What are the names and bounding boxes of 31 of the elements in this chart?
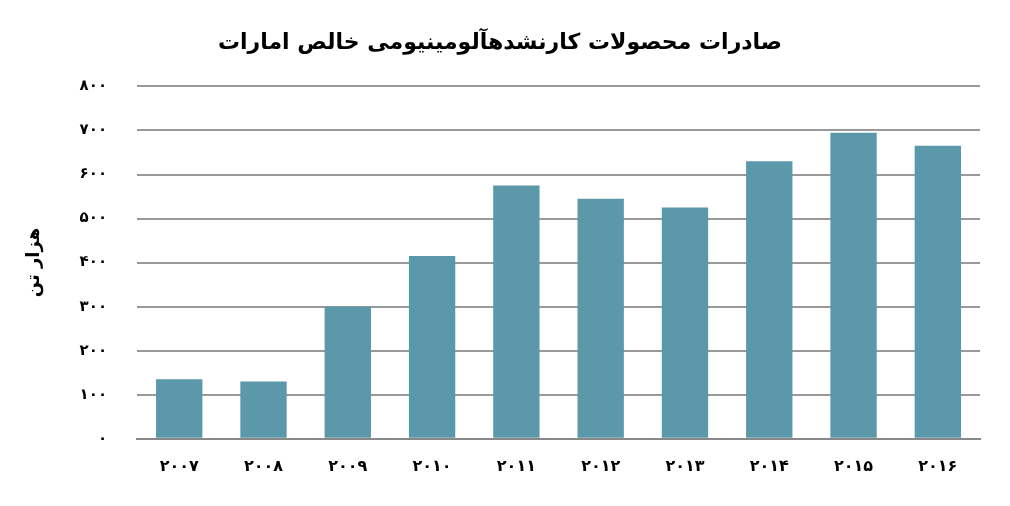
y-tick-label: ۵۰۰: [79, 208, 108, 227]
x-tick-label: ۲۰۱۱: [496, 455, 536, 475]
x-tick-label: ۲۰۰۸: [243, 455, 284, 475]
x-tick-label: ۲۰۱۵: [834, 455, 874, 475]
y-tick-label: ۱۰۰: [79, 384, 108, 403]
x-tick-label: ۲۰۱۳: [665, 455, 705, 475]
bar: [324, 306, 371, 438]
bar: [746, 161, 793, 438]
x-tick-label: ۲۰۱۶: [918, 455, 958, 475]
bar: [914, 145, 962, 438]
y-tick-label: ۴۰۰: [79, 252, 108, 271]
bar: [830, 132, 877, 438]
x-tick-label: ۲۰۱۲: [581, 455, 621, 475]
x-tick-label: ۲۰۰۹: [328, 455, 368, 475]
y-axis-title: هزار تن: [22, 227, 45, 298]
chart-title: صادرات محصولات کارنشدهآلومینیومی خالص امارات: [217, 26, 783, 55]
x-tick-label: ۲۰۱۰: [412, 455, 452, 475]
bar: [661, 207, 709, 438]
y-tick-label: ۳۰۰: [79, 296, 108, 315]
y-tick-label: ۲۰۰: [79, 340, 108, 359]
x-tick-label: ۲۰۰۷: [159, 455, 199, 475]
x-tick-label: ۲۰۱۴: [749, 455, 790, 475]
y-tick-label: ۸۰۰: [79, 76, 108, 95]
bar: [156, 379, 203, 438]
y-tick-label: ۷۰۰: [79, 120, 108, 139]
y-tick-label: ۶۰۰: [79, 164, 108, 183]
bar: [577, 198, 624, 438]
bar: [240, 381, 287, 438]
bar: [493, 185, 540, 438]
bar: [408, 255, 456, 438]
y-tick-label: ۰: [97, 428, 108, 447]
